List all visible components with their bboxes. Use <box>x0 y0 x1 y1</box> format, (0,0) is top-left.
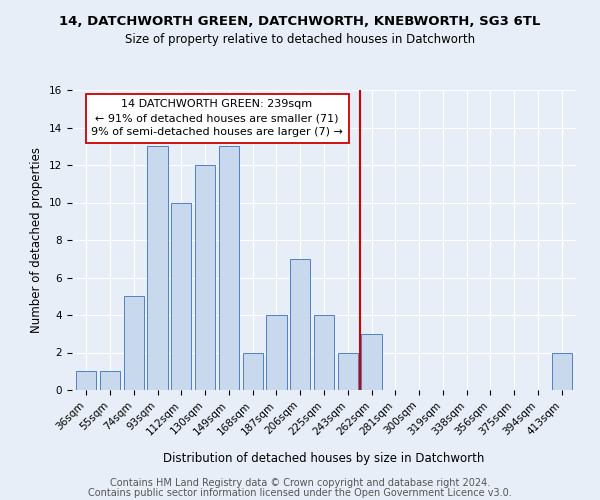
Bar <box>551 352 572 390</box>
Bar <box>361 334 382 390</box>
Text: 14 DATCHWORTH GREEN: 239sqm
← 91% of detached houses are smaller (71)
9% of semi: 14 DATCHWORTH GREEN: 239sqm ← 91% of det… <box>91 100 343 138</box>
Bar <box>314 315 334 390</box>
Bar <box>266 315 287 390</box>
Bar <box>171 202 191 390</box>
Bar <box>148 146 167 390</box>
Bar <box>219 146 239 390</box>
Text: Distribution of detached houses by size in Datchworth: Distribution of detached houses by size … <box>163 452 485 465</box>
Bar <box>195 165 215 390</box>
Bar <box>290 259 310 390</box>
Y-axis label: Number of detached properties: Number of detached properties <box>31 147 43 333</box>
Text: Size of property relative to detached houses in Datchworth: Size of property relative to detached ho… <box>125 32 475 46</box>
Text: Contains public sector information licensed under the Open Government Licence v3: Contains public sector information licen… <box>88 488 512 498</box>
Bar <box>100 371 120 390</box>
Text: Contains HM Land Registry data © Crown copyright and database right 2024.: Contains HM Land Registry data © Crown c… <box>110 478 490 488</box>
Text: 14, DATCHWORTH GREEN, DATCHWORTH, KNEBWORTH, SG3 6TL: 14, DATCHWORTH GREEN, DATCHWORTH, KNEBWO… <box>59 15 541 28</box>
Bar <box>76 371 97 390</box>
Bar <box>124 296 144 390</box>
Bar <box>338 352 358 390</box>
Bar <box>242 352 263 390</box>
